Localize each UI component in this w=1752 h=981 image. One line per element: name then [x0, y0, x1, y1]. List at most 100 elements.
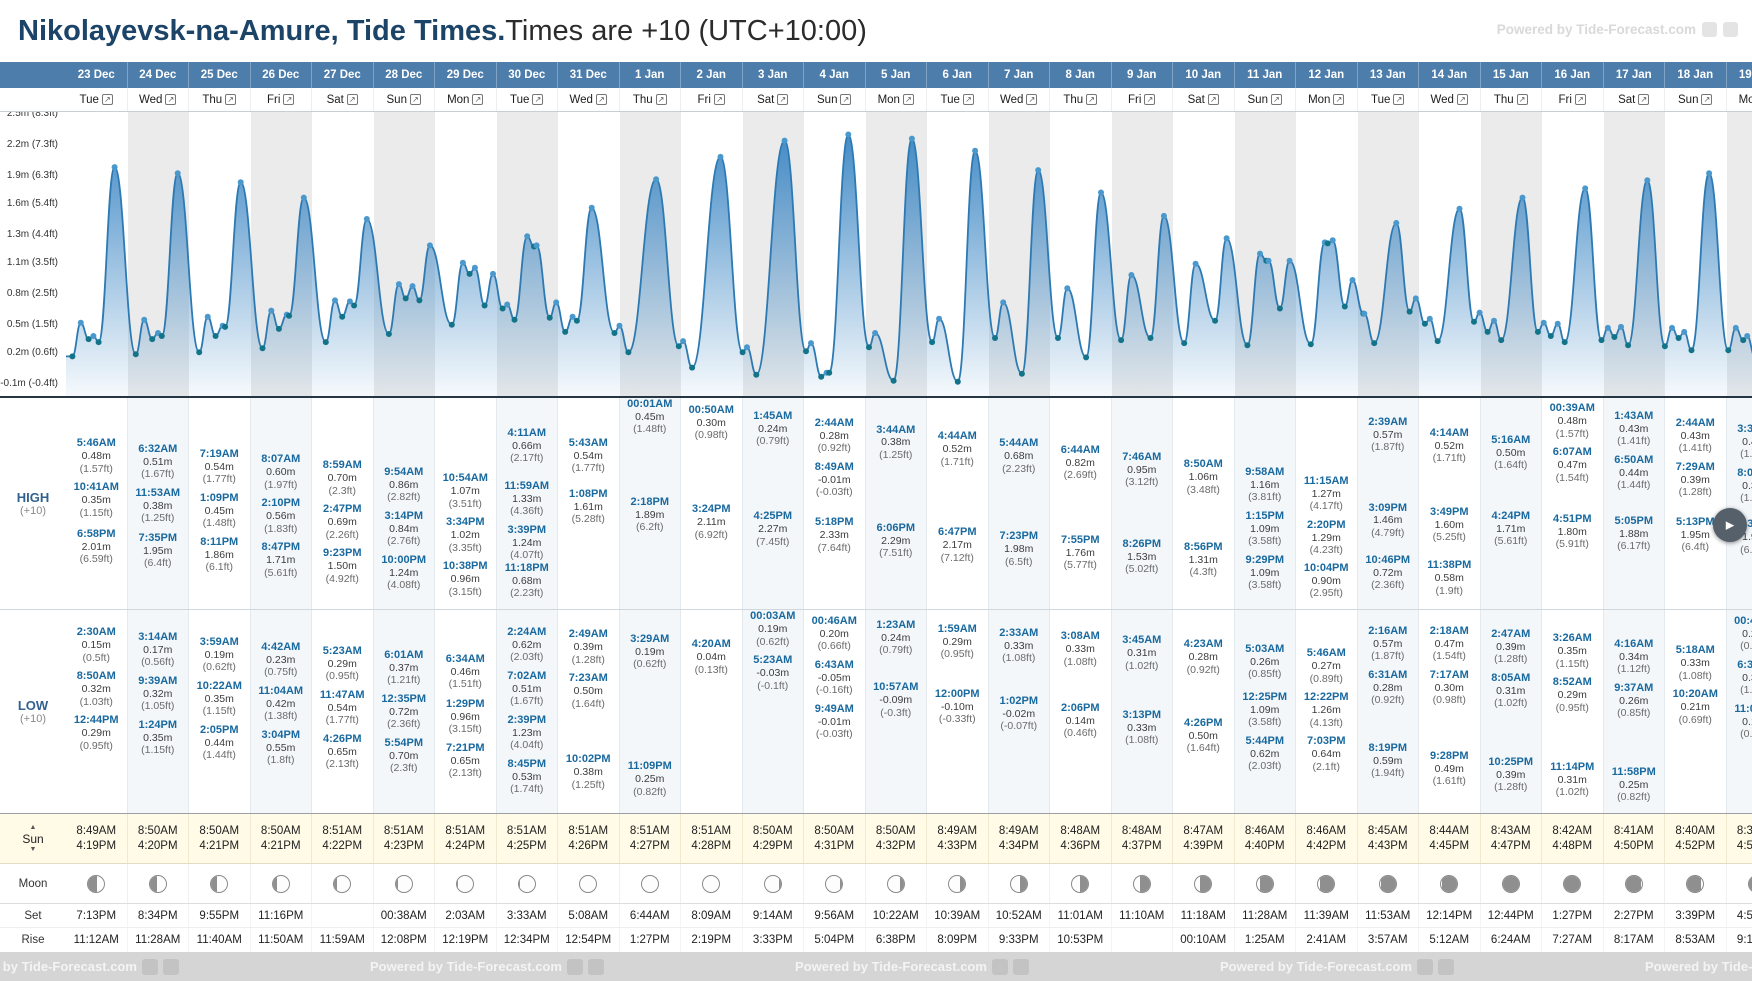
sunset-time: 4:36PM: [1060, 840, 1101, 852]
sunrise-time: 8:49AM: [998, 825, 1039, 837]
tide-height-ft: (1.51ft): [448, 678, 482, 691]
tide-height-ft: (1.15ft): [1555, 657, 1589, 670]
weekday-label: Sat: [757, 93, 775, 106]
tide-event: 6:43AM -0.05m (-0.16ft): [804, 659, 865, 697]
tide-area: [66, 134, 1752, 396]
moon-phase-icon: [1071, 874, 1090, 893]
expand-day-icon[interactable]: ↗: [962, 94, 974, 105]
tide-time: 5:18PM: [814, 516, 854, 529]
expand-day-icon[interactable]: ↗: [225, 94, 237, 105]
expand-day-icon[interactable]: ↗: [1270, 94, 1282, 105]
footer-watermark-text: Powered by Tide-Forecast.com: [0, 959, 137, 974]
expand-day-icon[interactable]: ↗: [1393, 94, 1405, 105]
moon-cell: [558, 864, 620, 903]
moon-cell: [1296, 864, 1358, 903]
tide-height-m: 0.26m: [1250, 655, 1280, 668]
high-tide-point: [174, 170, 181, 177]
tide-event: 7:03PM 0.64m (2.1ft): [1296, 735, 1357, 773]
moonrise-time: 7:27AM: [1542, 928, 1604, 952]
tide-time: 3:04PM: [261, 728, 301, 741]
moon-cell: [66, 864, 128, 903]
high-tide-cell: 9:58AM 1.16m (3.81ft) 1:15PM 1.09m (3.58ft) 9:…: [1234, 398, 1296, 609]
moon-phase-icon: [1132, 874, 1151, 893]
expand-day-icon[interactable]: ↗: [1456, 94, 1468, 105]
tide-event: 1:45AM 0.24m (0.79ft): [743, 410, 804, 448]
low-tide-point: [448, 321, 455, 328]
tide-height-m: 0.43m: [1742, 435, 1752, 448]
expand-day-icon[interactable]: ↗: [1026, 94, 1038, 105]
expand-day-icon[interactable]: ↗: [1333, 94, 1345, 105]
moon-cell: [989, 864, 1050, 903]
expand-day-icon[interactable]: ↗: [840, 94, 852, 105]
tide-height-m: 1.71m: [1496, 523, 1526, 536]
expand-day-icon[interactable]: ↗: [655, 94, 667, 105]
tide-height-ft: (0.82ft): [1617, 791, 1651, 804]
date-header: 10 Jan: [1173, 62, 1235, 88]
tide-time: 00:46AM: [811, 614, 857, 627]
expand-day-icon[interactable]: ↗: [165, 94, 177, 105]
tide-height-ft: (-0.3ft): [880, 706, 912, 719]
tide-event: 4:16AM 0.34m (1.12ft): [1604, 638, 1665, 676]
app-icon: [1702, 22, 1717, 37]
sun-cell: 8:51AM 4:26PM: [558, 814, 620, 863]
tide-time: 1:23AM: [876, 618, 916, 631]
tide-height-m: 1.31m: [1188, 554, 1218, 566]
tide-event: 6:50AM 0.44m (1.44ft): [1604, 454, 1665, 492]
low-tide-point: [954, 378, 961, 385]
tide-time: 5:44AM: [999, 437, 1039, 450]
weekday-cell: Sun ↗: [1665, 88, 1727, 111]
expand-day-icon[interactable]: ↗: [409, 94, 421, 105]
moon-cell: [620, 864, 681, 903]
tide-height-m: 2.11m: [697, 516, 726, 529]
app-icon: [991, 958, 1008, 975]
expand-day-icon[interactable]: ↗: [1086, 94, 1098, 105]
expand-day-icon[interactable]: ↗: [1207, 94, 1219, 105]
tide-event: 6:44AM 0.82m (2.69ft): [1050, 444, 1111, 482]
sunset-time: 4:37PM: [1121, 840, 1162, 852]
expand-day-icon[interactable]: ↗: [713, 94, 725, 105]
low-tide-point: [1083, 354, 1090, 361]
tide-height-m: 0.30m: [1434, 681, 1464, 694]
expand-day-icon[interactable]: ↗: [283, 94, 295, 105]
expand-day-icon[interactable]: ↗: [1516, 94, 1528, 105]
tide-height-ft: (1.64ft): [1186, 742, 1220, 755]
tide-height-m: 0.51m: [512, 682, 542, 695]
tide-height-m: 0.52m: [942, 443, 972, 456]
low-tide-cell: 5:46AM 0.27m (0.89ft) 12:22PM 1.26m (4.13ft) 7…: [1296, 610, 1358, 813]
sunrise-time: 8:48AM: [1121, 825, 1162, 837]
date-header: 26 Dec: [251, 62, 312, 88]
next-days-button[interactable]: ▸: [1713, 508, 1747, 542]
expand-day-icon[interactable]: ↗: [346, 94, 358, 105]
high-tide-cell: 2:44AM 0.28m (0.92ft) 8:49AM -0.01m (-0.03ft)…: [804, 398, 866, 609]
expand-day-icon[interactable]: ↗: [595, 94, 607, 105]
moon-phase-icon: [271, 874, 290, 893]
sun-cell: 8:51AM 4:22PM: [312, 814, 374, 863]
high-tide-point: [616, 322, 623, 329]
high-tide-point: [300, 194, 307, 201]
tide-time: 10:02PM: [565, 753, 611, 766]
tide-height-m: 0.34m: [1619, 650, 1649, 663]
tide-height-m: 0.54m: [573, 450, 603, 463]
expand-day-icon[interactable]: ↗: [777, 94, 789, 105]
tide-event: 2:39PM 1.23m (4.04ft): [497, 714, 558, 752]
high-tide-point: [872, 330, 879, 336]
low-tide-point: [1244, 342, 1251, 349]
tide-event: 3:39PM 1.24m (4.07ft): [497, 524, 558, 562]
tide-event: 3:14PM 0.84m (2.76ft): [374, 510, 435, 548]
tide-event: 5:44AM 0.68m (2.23ft): [989, 437, 1050, 475]
expand-day-icon[interactable]: ↗: [532, 94, 544, 105]
tide-height-m: 0.32m: [81, 683, 111, 696]
rise-label: Rise: [21, 934, 45, 946]
tide-height-m: 0.21m: [1742, 627, 1752, 640]
expand-day-icon[interactable]: ↗: [472, 94, 484, 105]
low-tide-point: [1421, 320, 1428, 327]
weekday-label: Sun: [1678, 93, 1699, 106]
expand-day-icon[interactable]: ↗: [1574, 94, 1586, 105]
expand-day-icon[interactable]: ↗: [1701, 94, 1713, 105]
expand-day-icon[interactable]: ↗: [1638, 94, 1650, 105]
tide-height-m: 0.44m: [204, 736, 234, 749]
expand-day-icon[interactable]: ↗: [101, 94, 113, 105]
expand-day-icon[interactable]: ↗: [902, 94, 914, 105]
low-tz-label: (+10): [20, 713, 46, 725]
expand-day-icon[interactable]: ↗: [1144, 94, 1156, 105]
